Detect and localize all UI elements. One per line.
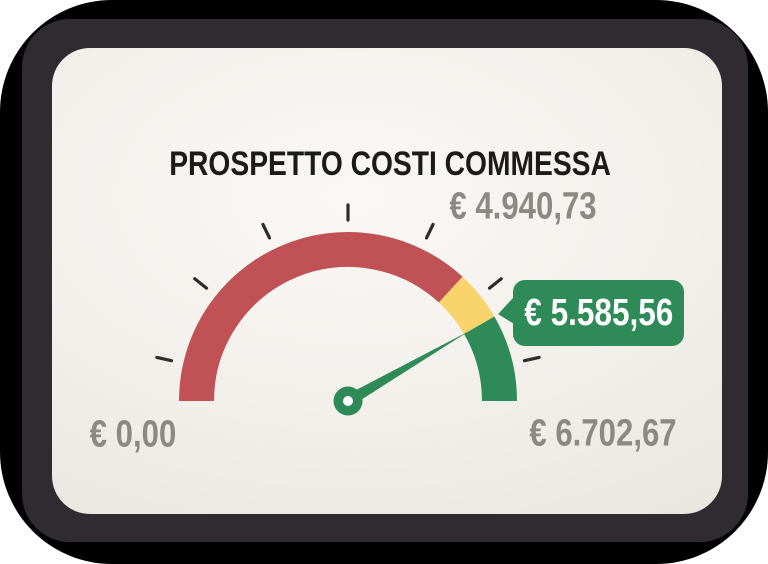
value-callout-text: € 5.585,56 [523,291,674,334]
gauge-max-label-text: € 6.702,67 [529,412,677,455]
gauge-min-label-text: € 0,00 [89,413,177,456]
gauge-min-label: € 0,00 [80,414,186,457]
value-callout: € 5.585,56 [496,280,684,346]
callout-arrow-icon [496,297,517,329]
gauge-threshold-label: € 4.940,73 [433,186,613,229]
gauge-threshold-label-text: € 4.940,73 [449,185,597,228]
chart-title: PROSPETTO COSTI COMMESSA [104,145,676,184]
gauge-max-label: € 6.702,67 [513,413,693,456]
chart-title-text: PROSPETTO COSTI COMMESSA [169,145,611,183]
